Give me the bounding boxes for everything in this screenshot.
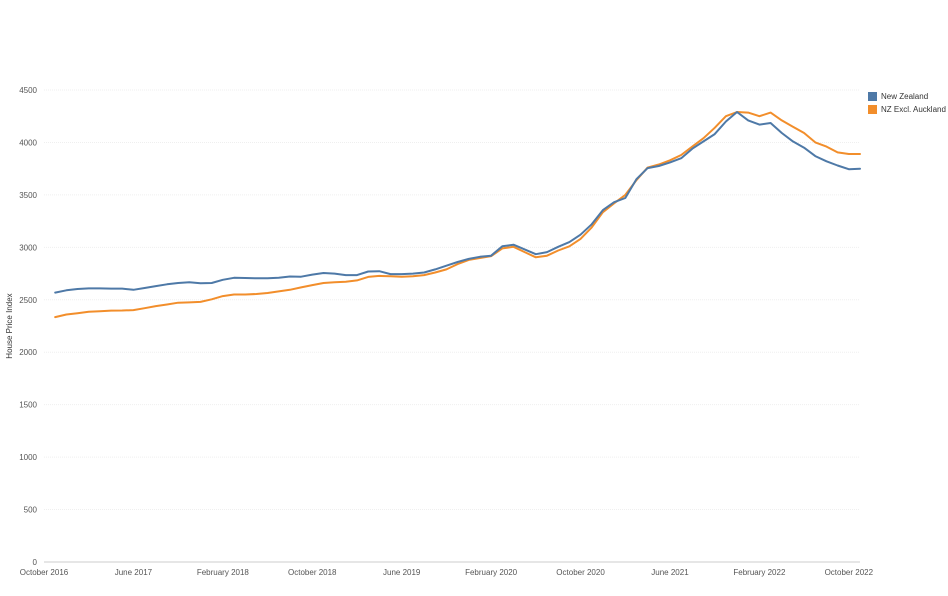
gridlines bbox=[44, 89, 860, 563]
x-tick-label: October 2016 bbox=[20, 568, 69, 577]
y-tick-label: 1500 bbox=[19, 401, 37, 410]
x-tick-label: June 2017 bbox=[115, 568, 153, 577]
x-tick-label: October 2018 bbox=[288, 568, 337, 577]
x-tick-label: October 2022 bbox=[825, 568, 874, 577]
y-tick-label: 500 bbox=[24, 506, 38, 515]
y-tick-label: 4000 bbox=[19, 138, 37, 147]
legend: New Zealand NZ Excl. Auckland bbox=[868, 90, 946, 116]
y-tick-label: 1000 bbox=[19, 453, 37, 462]
legend-item: New Zealand bbox=[868, 90, 946, 103]
legend-swatch bbox=[868, 92, 877, 101]
y-tick-label: 3000 bbox=[19, 243, 37, 252]
x-tick-label: June 2021 bbox=[651, 568, 689, 577]
x-tick-label: October 2020 bbox=[556, 568, 605, 577]
legend-label: New Zealand bbox=[881, 92, 929, 101]
y-tick-label: 2500 bbox=[19, 296, 37, 305]
series-lines bbox=[54, 111, 861, 319]
x-tick-label: February 2020 bbox=[465, 568, 518, 577]
y-axis-label: House Price Index bbox=[5, 293, 14, 358]
legend-item: NZ Excl. Auckland bbox=[868, 103, 946, 116]
y-tick-label: 3500 bbox=[19, 191, 37, 200]
series-line bbox=[54, 111, 861, 319]
x-tick-label: February 2018 bbox=[197, 568, 250, 577]
series-line bbox=[54, 111, 861, 294]
legend-swatch bbox=[868, 105, 877, 114]
y-axis-ticks: 0 500 1000 1500 2000 2500 3000 3500 4000 4500 bbox=[19, 86, 37, 567]
y-tick-label: 0 bbox=[33, 558, 38, 567]
x-axis-ticks: October 2016 June 2017 February 2018 Octobe… bbox=[20, 568, 874, 577]
x-tick-label: February 2022 bbox=[733, 568, 786, 577]
legend-label: NZ Excl. Auckland bbox=[881, 105, 946, 114]
x-tick-label: June 2019 bbox=[383, 568, 421, 577]
y-tick-label: 2000 bbox=[19, 348, 37, 357]
y-tick-label: 4500 bbox=[19, 86, 37, 95]
